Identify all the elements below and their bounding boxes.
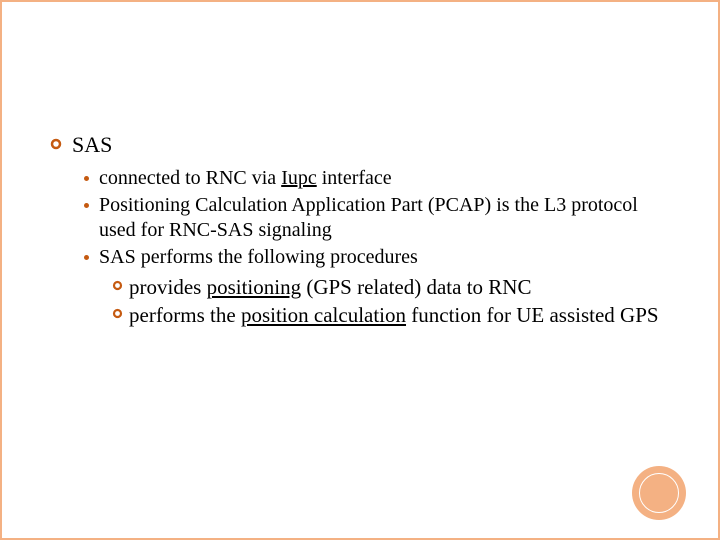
dot-bullet-icon: [84, 176, 89, 181]
ring-bullet-icon: [50, 138, 62, 150]
text-segment: interface: [317, 167, 392, 189]
level3-text: performs the position calculation functi…: [129, 302, 659, 328]
content-area: SAS connected to RNC via Iupc interface …: [50, 132, 670, 331]
list-item-level2: SAS performs the following procedures: [84, 245, 670, 270]
text-segment: SAS performs the following procedures: [99, 246, 418, 268]
level1-text: SAS: [72, 132, 112, 158]
slide: SAS connected to RNC via Iupc interface …: [0, 0, 720, 540]
level2-text: Positioning Calculation Application Part…: [99, 193, 670, 243]
text-segment: function for UE assisted GPS: [406, 303, 659, 327]
text-segment: (GPS related) data to RNC: [301, 275, 531, 299]
list-item-level2: Positioning Calculation Application Part…: [84, 193, 670, 243]
level3-group: provides positioning (GPS related) data …: [112, 274, 670, 329]
dot-bullet-icon: [84, 203, 89, 208]
text-segment: connected to RNC via: [99, 167, 281, 189]
dot-bullet-icon: [84, 255, 89, 260]
ring-bullet-icon: [112, 280, 123, 291]
decorative-circle-icon: [632, 466, 686, 520]
text-underline: positioning: [207, 275, 302, 299]
text-underline: Iupc: [281, 167, 317, 189]
level2-group: connected to RNC via Iupc interface Posi…: [84, 166, 670, 329]
list-item-level2: connected to RNC via Iupc interface: [84, 166, 670, 191]
level2-text: connected to RNC via Iupc interface: [99, 166, 392, 191]
list-item-level3: performs the position calculation functi…: [112, 302, 670, 328]
list-item-level3: provides positioning (GPS related) data …: [112, 274, 670, 300]
ring-bullet-icon: [112, 308, 123, 319]
text-segment: performs the: [129, 303, 241, 327]
text-underline: position calculation: [241, 303, 406, 327]
level2-text: SAS performs the following procedures: [99, 245, 418, 270]
text-segment: Positioning Calculation Application Part…: [99, 194, 638, 241]
level3-text: provides positioning (GPS related) data …: [129, 274, 531, 300]
text-segment: provides: [129, 275, 207, 299]
list-item-level1: SAS: [50, 132, 670, 158]
